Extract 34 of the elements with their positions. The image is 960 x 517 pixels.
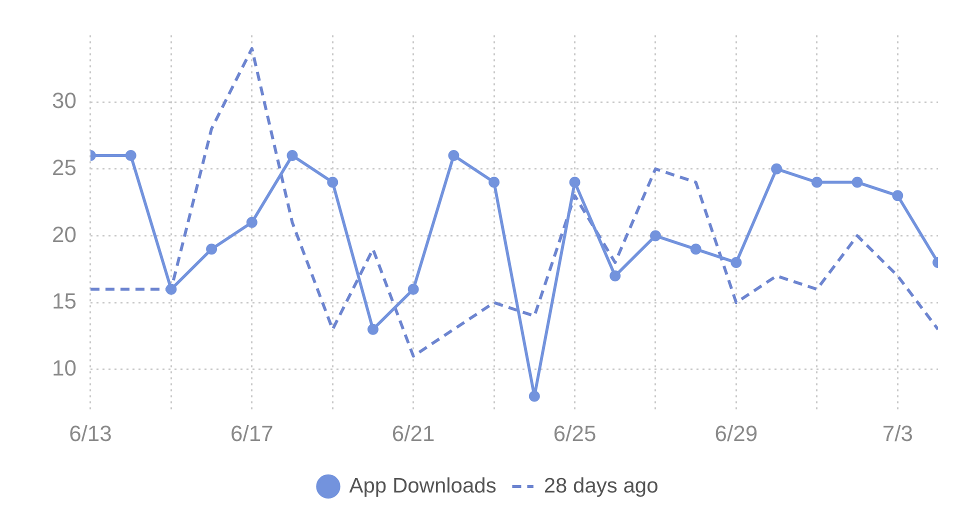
point — [246, 216, 258, 228]
x-tick-label: 6/29 — [714, 420, 758, 446]
y-tick-label: 20 — [52, 222, 76, 247]
point — [852, 176, 863, 188]
y-tick-label: 15 — [52, 288, 76, 314]
point — [650, 230, 661, 242]
point — [488, 176, 500, 188]
point — [610, 270, 621, 282]
y-tick-label: 25 — [52, 154, 76, 180]
y-tick-label: 30 — [52, 88, 76, 114]
point — [286, 150, 298, 162]
y-tick-label: 10 — [52, 356, 76, 381]
point — [690, 244, 702, 255]
point — [528, 390, 540, 402]
point — [448, 150, 460, 162]
point — [569, 176, 580, 188]
x-tick-label: 6/21 — [392, 420, 435, 446]
point — [730, 257, 742, 268]
x-tick-label: 6/13 — [69, 420, 112, 446]
point — [771, 163, 782, 174]
point — [125, 150, 136, 162]
point — [811, 176, 822, 188]
legend-label: App Downloads — [349, 474, 496, 498]
point — [408, 284, 419, 295]
legend-label: 28 days ago — [544, 474, 658, 498]
point — [892, 190, 904, 202]
x-tick-label: 6/17 — [230, 420, 274, 446]
x-tick-label: 6/25 — [553, 420, 596, 446]
point — [206, 244, 218, 255]
x-tick-label: 7/3 — [882, 420, 913, 446]
line-series — [90, 47, 938, 358]
point — [327, 176, 338, 188]
point — [367, 324, 378, 335]
point — [166, 284, 177, 295]
